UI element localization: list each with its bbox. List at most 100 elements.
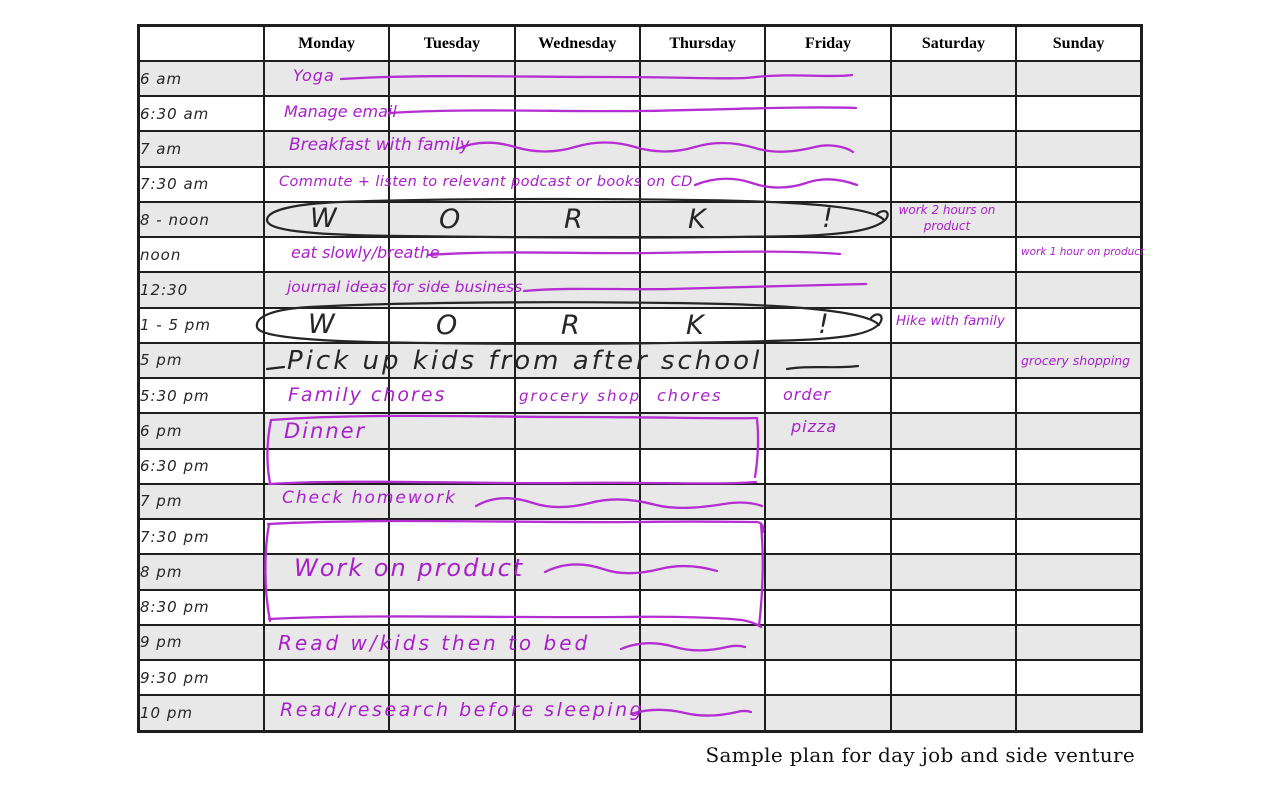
schedule-cell <box>262 165 391 203</box>
schedule-cell <box>638 200 767 239</box>
schedule-cell <box>262 658 391 697</box>
caption-text: Sample plan for day job and side venture <box>705 743 1135 767</box>
schedule-cell <box>388 130 516 168</box>
weekly-schedule-table: Monday Tuesday Wednesday Thursday Friday… <box>137 24 1143 733</box>
schedule-cell <box>889 59 1018 98</box>
schedule-cell <box>262 200 391 239</box>
schedule-cell <box>388 482 516 521</box>
schedule-cell <box>638 165 767 203</box>
schedule-cell <box>638 341 767 380</box>
schedule-cell <box>764 59 892 98</box>
schedule-cell <box>262 553 391 591</box>
schedule-cell <box>262 694 391 733</box>
table-row: 8:30 pm <box>137 588 1143 626</box>
schedule-cell <box>513 588 642 626</box>
schedule-cell <box>513 200 642 239</box>
table-row: 6 pm <box>137 412 1143 450</box>
schedule-cell <box>262 306 391 344</box>
schedule-cell <box>388 165 516 203</box>
schedule-cell <box>388 553 516 591</box>
schedule-cell <box>513 482 642 521</box>
schedule-cell <box>388 412 516 450</box>
schedule-cell <box>513 236 642 274</box>
schedule-cell <box>764 412 892 450</box>
schedule-cell <box>764 377 892 415</box>
table-row: 7:30 am <box>137 165 1143 203</box>
day-header-wednesday: Wednesday <box>513 24 642 62</box>
table-row: 5:30 pm <box>137 377 1143 415</box>
schedule-cell <box>513 694 642 733</box>
schedule-cell <box>1015 588 1143 626</box>
schedule-cell <box>764 95 892 133</box>
schedule-cell <box>1015 694 1143 733</box>
schedule-cell <box>262 412 391 450</box>
day-header-monday: Monday <box>262 24 391 62</box>
schedule-cell <box>889 236 1018 274</box>
schedule-cell <box>638 623 767 661</box>
schedule-cell <box>638 95 767 133</box>
schedule-cell <box>1015 447 1143 485</box>
schedule-cell <box>513 658 642 697</box>
schedule-cell <box>1015 236 1143 274</box>
day-header-thursday: Thursday <box>638 24 767 62</box>
schedule-cell <box>889 95 1018 133</box>
schedule-cell <box>638 59 767 98</box>
time-label: 6:30 am <box>137 95 265 133</box>
time-label: 6:30 pm <box>137 447 265 485</box>
time-label: 7 pm <box>137 482 265 521</box>
schedule-cell <box>1015 658 1143 697</box>
schedule-cell <box>388 341 516 380</box>
schedule-cell <box>764 482 892 521</box>
day-header-tuesday: Tuesday <box>388 24 516 62</box>
schedule-cell <box>1015 377 1143 415</box>
schedule-cell <box>262 59 391 98</box>
schedule-cell <box>1015 130 1143 168</box>
table-row: 6:30 am <box>137 95 1143 133</box>
schedule-cell <box>889 165 1018 203</box>
schedule-cell <box>1015 518 1143 556</box>
table-row: 8 pm <box>137 553 1143 591</box>
schedule-cell <box>764 623 892 661</box>
table-row: 6 am <box>137 59 1143 98</box>
schedule-cell <box>889 130 1018 168</box>
schedule-cell <box>764 200 892 239</box>
schedule-cell <box>262 341 391 380</box>
schedule-cell <box>388 447 516 485</box>
schedule-cell <box>513 377 642 415</box>
schedule-cell <box>388 236 516 274</box>
schedule-cell <box>638 271 767 309</box>
time-label: 6 am <box>137 59 265 98</box>
table-row: 7:30 pm <box>137 518 1143 556</box>
time-label: 8 pm <box>137 553 265 591</box>
corner-cell <box>137 24 265 62</box>
schedule-cell <box>388 95 516 133</box>
schedule-cell <box>889 482 1018 521</box>
time-label: 8:30 pm <box>137 588 265 626</box>
day-header-sunday: Sunday <box>1015 24 1143 62</box>
schedule-cell <box>1015 95 1143 133</box>
schedule-cell <box>764 658 892 697</box>
schedule-cell <box>513 412 642 450</box>
schedule-cell <box>262 236 391 274</box>
time-label: 12:30 <box>137 271 265 309</box>
schedule-cell <box>513 553 642 591</box>
schedule-cell <box>764 130 892 168</box>
schedule-cell <box>388 306 516 344</box>
day-header-saturday: Saturday <box>889 24 1018 62</box>
schedule-cell <box>889 623 1018 661</box>
schedule-cell <box>638 236 767 274</box>
schedule-cell <box>262 130 391 168</box>
schedule-cell <box>764 694 892 733</box>
table-row: 1 - 5 pm <box>137 306 1143 344</box>
table-row: 12:30 <box>137 271 1143 309</box>
table-row: noon <box>137 236 1143 274</box>
day-header-friday: Friday <box>764 24 892 62</box>
schedule-cell <box>513 59 642 98</box>
schedule-cell <box>1015 59 1143 98</box>
time-label: 5:30 pm <box>137 377 265 415</box>
schedule-cell <box>1015 341 1143 380</box>
table-row: 5 pm <box>137 341 1143 380</box>
schedule-cell <box>262 588 391 626</box>
schedule-cell <box>638 377 767 415</box>
schedule-cell <box>513 95 642 133</box>
